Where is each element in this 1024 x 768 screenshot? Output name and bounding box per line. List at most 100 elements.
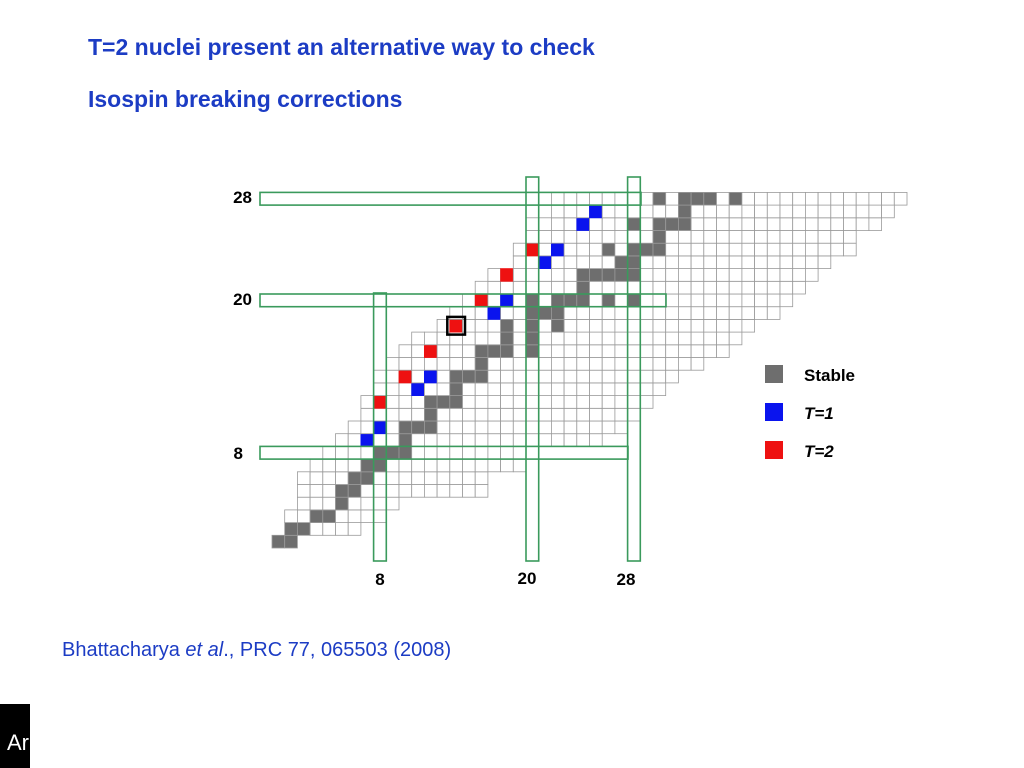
nuclide-cell	[512, 395, 527, 409]
nuclide-cell-stable	[551, 318, 565, 333]
nuclide-cell	[792, 255, 806, 269]
nuclide-cell	[652, 306, 667, 320]
slide-title-line-2: Isospin breaking corrections	[88, 86, 403, 112]
legend-label-stable: Stable	[804, 366, 855, 385]
nuclide-cell	[347, 445, 362, 460]
nuclide-cell	[652, 268, 667, 282]
nuclide-cell	[335, 433, 349, 447]
nuclide-cell	[589, 242, 603, 257]
nuclide-cell	[436, 407, 451, 422]
nuclide-cell	[703, 318, 717, 333]
nuclide-cell	[322, 445, 336, 460]
nuclide-cell	[728, 318, 743, 333]
nuclide-cell	[830, 230, 844, 244]
nuclide-cell	[779, 204, 794, 219]
nuclide-cell	[512, 344, 527, 358]
nuclide-cell	[411, 395, 425, 409]
nuclide-cell	[728, 230, 743, 244]
nuclide-cell	[538, 357, 552, 371]
nuclide-cell	[614, 407, 629, 422]
nuclide-cell	[665, 318, 679, 333]
nuclide-cell	[551, 420, 565, 435]
nuclide-cell	[614, 293, 629, 308]
nuclide-cell	[690, 204, 705, 219]
nuclide-cell-stable	[652, 217, 667, 231]
nuclide-cell	[474, 318, 489, 333]
nuclide-cell	[322, 458, 336, 473]
nuclide-cell	[754, 217, 768, 231]
nuclide-cell-stable	[601, 293, 616, 308]
nuclide-cell	[766, 191, 781, 206]
nuclide-cell-stable	[601, 268, 616, 282]
nuclide-cell	[474, 433, 489, 447]
nuclide-cell	[855, 191, 870, 206]
nuclide-cell	[589, 318, 603, 333]
nuclide-cell	[347, 522, 362, 536]
magic-band-n-28	[626, 176, 642, 562]
nuclide-cell	[487, 331, 501, 346]
nuclide-cell-stable	[347, 484, 362, 498]
nuclide-cell-t1	[360, 433, 374, 447]
nuclide-cell	[411, 369, 425, 384]
nuclide-cell	[817, 255, 832, 269]
nuclide-cell	[487, 318, 501, 333]
nuclide-cell	[563, 255, 578, 269]
nuclide-cell	[474, 306, 489, 320]
nuclide-cell	[474, 458, 489, 473]
nuclide-cell	[449, 407, 463, 422]
nuclide-cell	[449, 471, 463, 485]
nuclide-cell	[322, 522, 336, 536]
nuclide-cell	[652, 255, 667, 269]
nuclide-cell	[614, 280, 629, 295]
nuclide-cell	[728, 217, 743, 231]
nuclide-cell	[563, 280, 578, 295]
nuclide-cell	[817, 191, 832, 206]
nuclide-cell	[538, 230, 552, 244]
nuclide-cell-t2	[449, 318, 463, 333]
nuclide-cell	[512, 306, 527, 320]
nuclide-cell	[576, 395, 590, 409]
nuclide-cell	[411, 484, 425, 498]
nuclide-cell	[665, 204, 679, 219]
nuclide-cell-stable	[576, 293, 590, 308]
nuclide-cell-t1	[576, 217, 590, 231]
nuclide-cell	[639, 280, 654, 295]
nuclide-cell	[893, 191, 908, 206]
nuclide-cell	[728, 331, 743, 346]
nuclide-cell	[690, 280, 705, 295]
nuclide-cell	[525, 255, 540, 269]
nuclide-cell	[563, 318, 578, 333]
n-magic-label-8: 8	[375, 570, 384, 589]
nuclide-cell	[627, 344, 641, 358]
nuclide-cell	[716, 255, 730, 269]
nuclide-cell	[487, 445, 501, 460]
nuclide-cell	[296, 471, 311, 485]
nuclide-cell	[855, 204, 870, 219]
nuclide-cell	[385, 458, 400, 473]
nuclide-cell	[423, 433, 438, 447]
nuclide-cell	[690, 357, 705, 371]
nuclide-cell-stable	[449, 382, 463, 396]
nuclide-cell	[500, 357, 514, 371]
nuclide-cell	[309, 458, 324, 473]
nuclide-cell	[627, 204, 641, 219]
nuclide-cell	[665, 191, 679, 206]
nuclide-cell	[627, 280, 641, 295]
nuclide-cell-stable	[462, 369, 476, 384]
nuclide-cell	[766, 280, 781, 295]
nuclide-cell	[551, 395, 565, 409]
nuclide-cell	[563, 242, 578, 257]
nuclide-cell	[652, 280, 667, 295]
nuclide-cell	[411, 433, 425, 447]
nuclide-cell-stable	[652, 230, 667, 244]
corner-logo-text: Ar	[7, 730, 29, 755]
nuclide-cell	[347, 420, 362, 435]
nuclide-cell	[754, 280, 768, 295]
nuclide-cell-stable	[296, 522, 311, 536]
nuclide-cell	[576, 357, 590, 371]
nuclide-cell	[843, 230, 857, 244]
nuclide-cell	[779, 230, 794, 244]
nuclide-cell	[512, 255, 527, 269]
nuclide-cell	[563, 369, 578, 384]
nuclide-cell	[639, 255, 654, 269]
